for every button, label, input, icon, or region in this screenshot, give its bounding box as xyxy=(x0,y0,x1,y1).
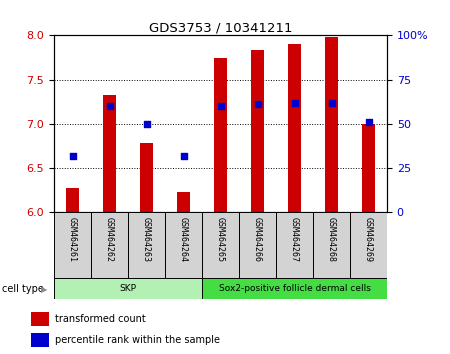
Title: GDS3753 / 10341211: GDS3753 / 10341211 xyxy=(149,21,292,34)
Text: Sox2-positive follicle dermal cells: Sox2-positive follicle dermal cells xyxy=(219,284,370,293)
Text: SKP: SKP xyxy=(120,284,136,293)
Point xyxy=(143,121,150,127)
Point xyxy=(106,103,113,109)
Point xyxy=(365,119,372,125)
Bar xyxy=(350,212,387,278)
Text: GSM464268: GSM464268 xyxy=(327,217,336,262)
Text: GSM464262: GSM464262 xyxy=(105,217,114,262)
Point xyxy=(254,102,261,107)
Bar xyxy=(31,313,49,326)
Bar xyxy=(66,188,79,212)
Point xyxy=(69,153,76,159)
Bar xyxy=(202,212,239,278)
Text: GSM464267: GSM464267 xyxy=(290,217,299,262)
Text: GSM464266: GSM464266 xyxy=(253,217,262,262)
Text: GSM464264: GSM464264 xyxy=(179,217,188,262)
Bar xyxy=(103,95,116,212)
Bar xyxy=(202,278,387,299)
Bar xyxy=(288,44,301,212)
Bar xyxy=(165,212,202,278)
Text: transformed count: transformed count xyxy=(55,314,146,324)
Point xyxy=(180,153,187,159)
Bar xyxy=(362,124,375,212)
Bar xyxy=(140,143,153,212)
Text: cell type: cell type xyxy=(2,284,44,294)
Point xyxy=(217,103,224,109)
Text: percentile rank within the sample: percentile rank within the sample xyxy=(55,335,220,345)
Bar xyxy=(325,37,338,212)
Text: GSM464269: GSM464269 xyxy=(364,217,373,262)
Bar xyxy=(177,192,190,212)
Bar xyxy=(54,212,91,278)
Text: GSM464261: GSM464261 xyxy=(68,217,77,262)
Point xyxy=(328,100,335,105)
Bar xyxy=(313,212,350,278)
Bar xyxy=(239,212,276,278)
Bar xyxy=(251,50,264,212)
Text: ▶: ▶ xyxy=(41,285,48,294)
Bar xyxy=(128,212,165,278)
Text: GSM464265: GSM464265 xyxy=(216,217,225,262)
Bar xyxy=(276,212,313,278)
Point xyxy=(291,100,298,105)
Bar xyxy=(54,278,202,299)
Bar xyxy=(31,333,49,347)
Text: GSM464263: GSM464263 xyxy=(142,217,151,262)
Bar xyxy=(91,212,128,278)
Bar xyxy=(214,57,227,212)
